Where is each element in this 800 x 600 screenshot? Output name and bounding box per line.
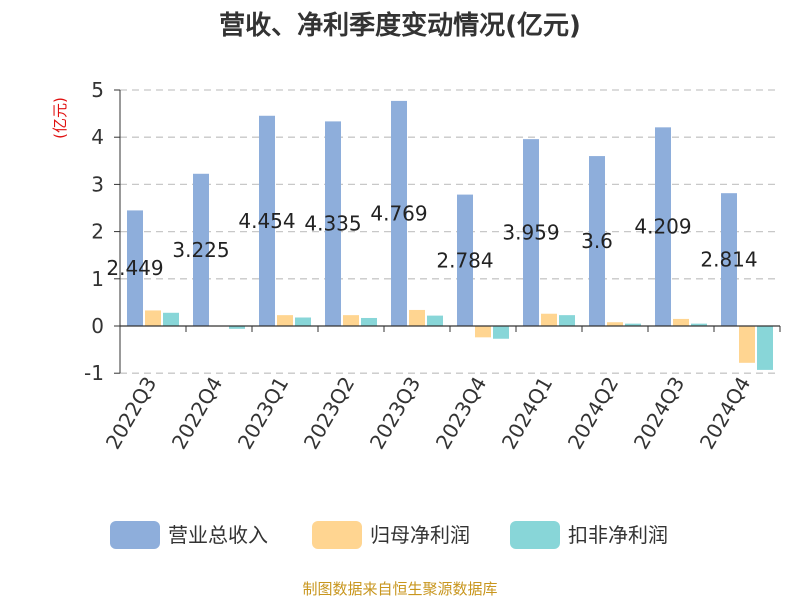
bar-扣非净利润-2023Q1 [295, 317, 311, 326]
bar-营业总收入-2024Q3 [655, 127, 671, 326]
bar-扣非净利润-2022Q4 [229, 326, 245, 329]
x-tick-label: 2024Q2 [563, 373, 623, 454]
bar-营业总收入-2023Q2 [325, 121, 341, 326]
bar-扣非净利润-2023Q3 [427, 315, 443, 326]
bar-营业总收入-2023Q4 [457, 194, 473, 326]
bar-扣非净利润-2022Q3 [163, 312, 179, 326]
bar-营业总收入-2023Q1 [259, 115, 275, 326]
bars [127, 100, 773, 370]
legend: 营业总收入 归母净利润 扣非净利润 [110, 521, 668, 549]
bar-归母净利润-2023Q4 [475, 326, 491, 338]
bar-归母净利润-2023Q2 [343, 315, 359, 326]
y-tick-labels: -1 0 1 2 3 4 5 [84, 78, 104, 385]
bar-扣非净利润-2024Q3 [691, 323, 707, 326]
x-tick-label: 2024Q1 [497, 373, 557, 454]
bar-营业总收入-2024Q1 [523, 139, 539, 326]
bar-归母净利润-2023Q1 [277, 315, 293, 326]
legend-label: 扣非净利润 [568, 523, 668, 547]
y-tick-label: 2 [91, 220, 104, 244]
y-axis-label: (亿元) [51, 97, 69, 139]
y-tick-label: 4 [91, 125, 104, 149]
y-tick-label: 0 [91, 314, 104, 338]
grid-lines [120, 89, 780, 374]
y-tick-label: 5 [91, 78, 104, 102]
bar-归母净利润-2024Q3 [673, 318, 689, 326]
data-label: 4.209 [634, 215, 691, 239]
bar-归母净利润-2024Q4 [739, 326, 755, 363]
bar-营业总收入-2023Q3 [391, 100, 407, 326]
x-tick-label: 2024Q4 [695, 373, 755, 454]
chart-title: 营收、净利季度变动情况(亿元) [219, 10, 581, 41]
data-label: 2.814 [700, 248, 757, 272]
x-tick-label: 2023Q3 [365, 373, 425, 454]
data-label: 4.335 [304, 212, 361, 236]
bar-扣非净利润-2023Q4 [493, 326, 509, 339]
legend-label: 营业总收入 [168, 523, 268, 547]
x-tick-label: 2024Q3 [629, 373, 689, 454]
data-labels: 2.449 3.225 4.454 4.335 4.769 2.784 3.959 3.6 4.… [106, 201, 757, 280]
bar-扣非净利润-2023Q2 [361, 317, 377, 326]
bar-归母净利润-2024Q1 [541, 313, 557, 326]
data-label: 2.449 [106, 256, 163, 280]
legend-swatch [312, 521, 362, 549]
x-tick-label: 2022Q4 [167, 373, 227, 454]
data-label: 2.784 [436, 248, 493, 272]
legend-label: 归母净利润 [370, 523, 470, 547]
bar-营业总收入-2024Q4 [721, 193, 737, 326]
y-tick-label: 3 [91, 172, 104, 196]
source-note: 制图数据来自恒生聚源数据库 [302, 580, 497, 598]
data-label: 3.959 [502, 221, 559, 245]
data-label: 4.769 [370, 201, 427, 225]
data-label: 3.225 [172, 238, 229, 262]
bar-营业总收入-2022Q4 [193, 173, 209, 326]
legend-swatch [110, 521, 160, 549]
x-tick-label: 2022Q3 [101, 373, 161, 454]
bar-归母净利润-2022Q3 [145, 310, 161, 326]
x-tick-label: 2023Q2 [299, 373, 359, 454]
bar-扣非净利润-2024Q2 [625, 323, 641, 326]
bar-营业总收入-2022Q3 [127, 210, 143, 326]
data-label: 3.6 [581, 229, 613, 253]
bar-营业总收入-2024Q2 [589, 156, 605, 326]
x-tick-labels: 2022Q3 2022Q4 2023Q1 2023Q2 2023Q3 2023Q4 2024… [101, 373, 755, 454]
y-tick-label: -1 [84, 361, 104, 385]
bar-扣非净利润-2024Q1 [559, 315, 575, 326]
bar-归母净利润-2023Q3 [409, 309, 425, 326]
data-label: 4.454 [238, 209, 295, 233]
x-tick-label: 2023Q1 [233, 373, 293, 454]
y-tick-label: 1 [91, 267, 104, 291]
bar-归母净利润-2024Q2 [607, 322, 623, 326]
bar-扣非净利润-2024Q4 [757, 326, 773, 370]
legend-swatch [510, 521, 560, 549]
axes [114, 89, 781, 374]
x-tick-label: 2023Q4 [431, 373, 491, 454]
